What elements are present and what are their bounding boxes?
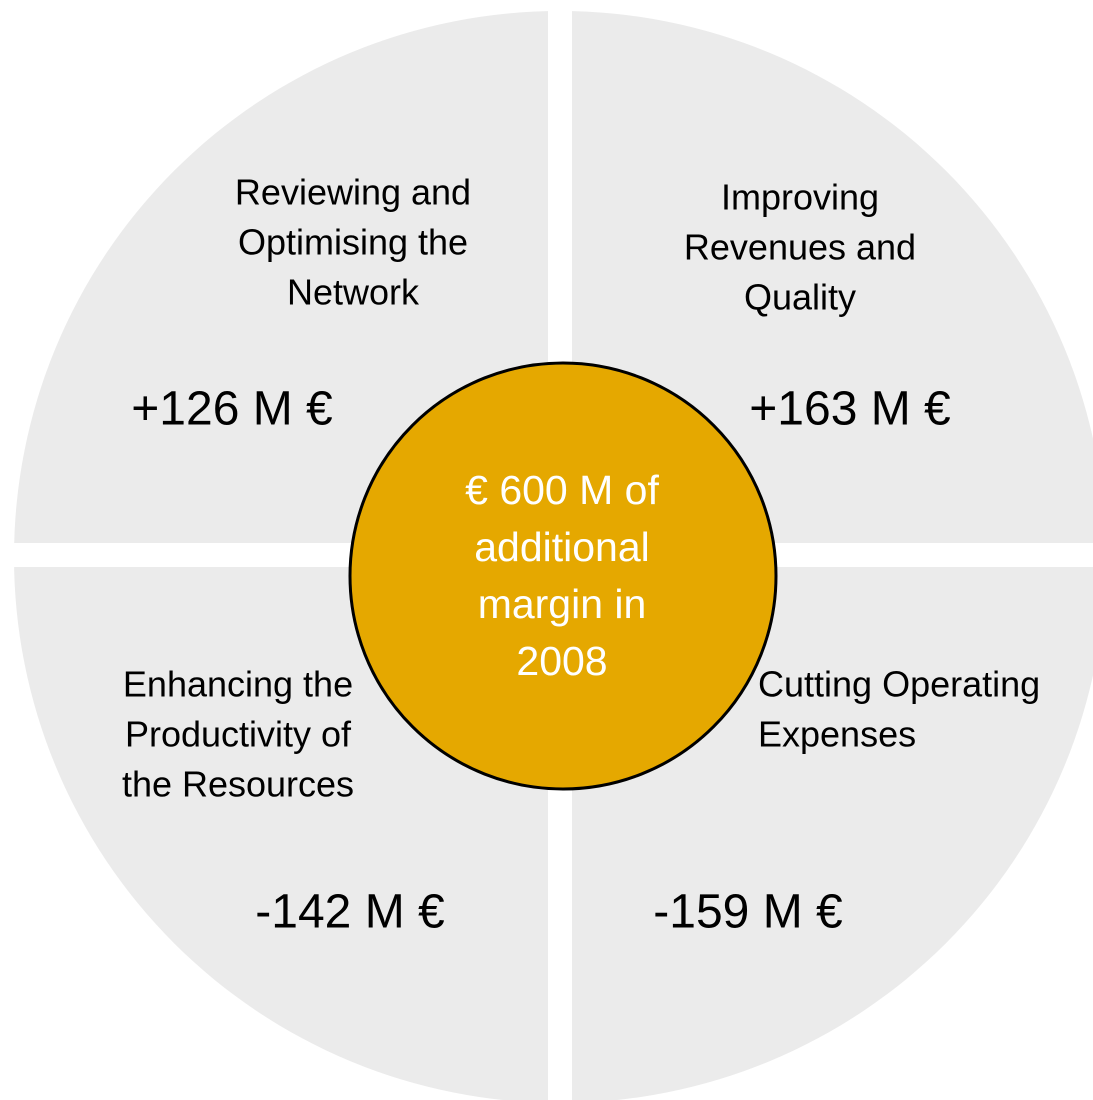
quadrant-label: Enhancing the [123,664,353,705]
quadrant-label: Network [287,272,420,313]
center-text: 2008 [516,638,607,684]
quadrant-value: -159 M € [653,886,843,939]
quadrant-value: +163 M € [749,383,951,436]
quadrant-label: Expenses [758,714,916,755]
center-text: margin in [478,581,647,627]
quadrant-label: Reviewing and [235,172,471,213]
quadrant-label: Quality [744,277,856,318]
center-text: € 600 M of [465,467,659,513]
quadrant-value: -142 M € [255,886,445,939]
center-text: additional [474,524,650,570]
quadrant-value: +126 M € [131,383,333,436]
quadrant-label: Improving [721,177,879,218]
quadrant-label: Productivity of [125,714,352,755]
quadrant-label: the Resources [122,764,354,805]
quadrant-label: Revenues and [684,227,916,268]
quadrant-label: Optimising the [238,222,468,263]
center-circle [348,361,778,791]
quadrant-label: Cutting Operating [758,664,1040,705]
